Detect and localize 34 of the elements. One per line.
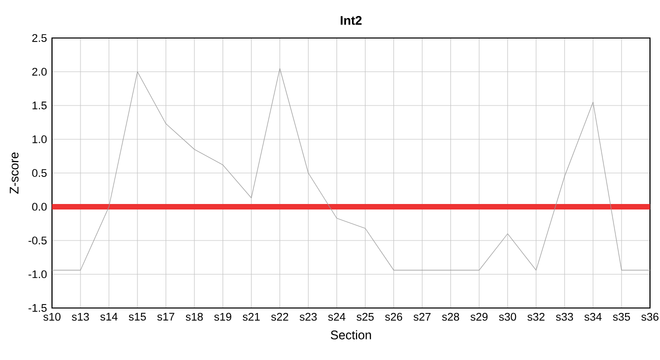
x-axis-title: Section <box>330 330 371 340</box>
chart-title: Int2 <box>340 16 362 25</box>
x-tick-label: s34 <box>584 312 602 321</box>
y-tick-label: -0.5 <box>28 236 47 244</box>
x-tick-label: s13 <box>72 312 89 321</box>
x-tick-label: s28 <box>442 312 460 321</box>
x-tick-label: s36 <box>641 312 658 321</box>
x-tick-label: s25 <box>356 312 374 321</box>
x-tick-label: s33 <box>556 312 574 321</box>
y-tick-label: 2.5 <box>32 34 47 42</box>
x-tick-label: s23 <box>300 312 317 321</box>
x-tick-label: s26 <box>385 312 402 321</box>
y-axis-title: Z-score <box>10 152 19 194</box>
x-tick-label: s14 <box>100 312 118 321</box>
x-tick-label: s10 <box>43 312 60 321</box>
x-tick-label: s24 <box>328 312 346 321</box>
y-tick-label: 2.0 <box>32 68 47 76</box>
x-tick-label: s35 <box>612 312 630 321</box>
x-tick-label: s17 <box>157 312 174 321</box>
x-tick-label: s27 <box>414 312 431 321</box>
y-tick-label: 1.0 <box>32 135 47 144</box>
x-tick-label: s22 <box>271 312 288 321</box>
x-tick-label: s21 <box>242 312 260 321</box>
x-tick-label: s30 <box>499 312 516 321</box>
x-tick-label: s18 <box>186 312 203 321</box>
y-tick-label: 1.5 <box>32 102 47 110</box>
y-tick-label: 0.0 <box>32 202 47 211</box>
x-tick-label: s29 <box>470 312 488 321</box>
y-tick-label: 0.5 <box>32 169 47 177</box>
x-tick-label: s19 <box>214 312 232 321</box>
x-tick-label: s32 <box>527 312 544 321</box>
x-tick-label: s15 <box>128 312 146 321</box>
y-tick-label: -1.5 <box>28 304 47 312</box>
y-tick-label: -1.0 <box>28 270 47 278</box>
